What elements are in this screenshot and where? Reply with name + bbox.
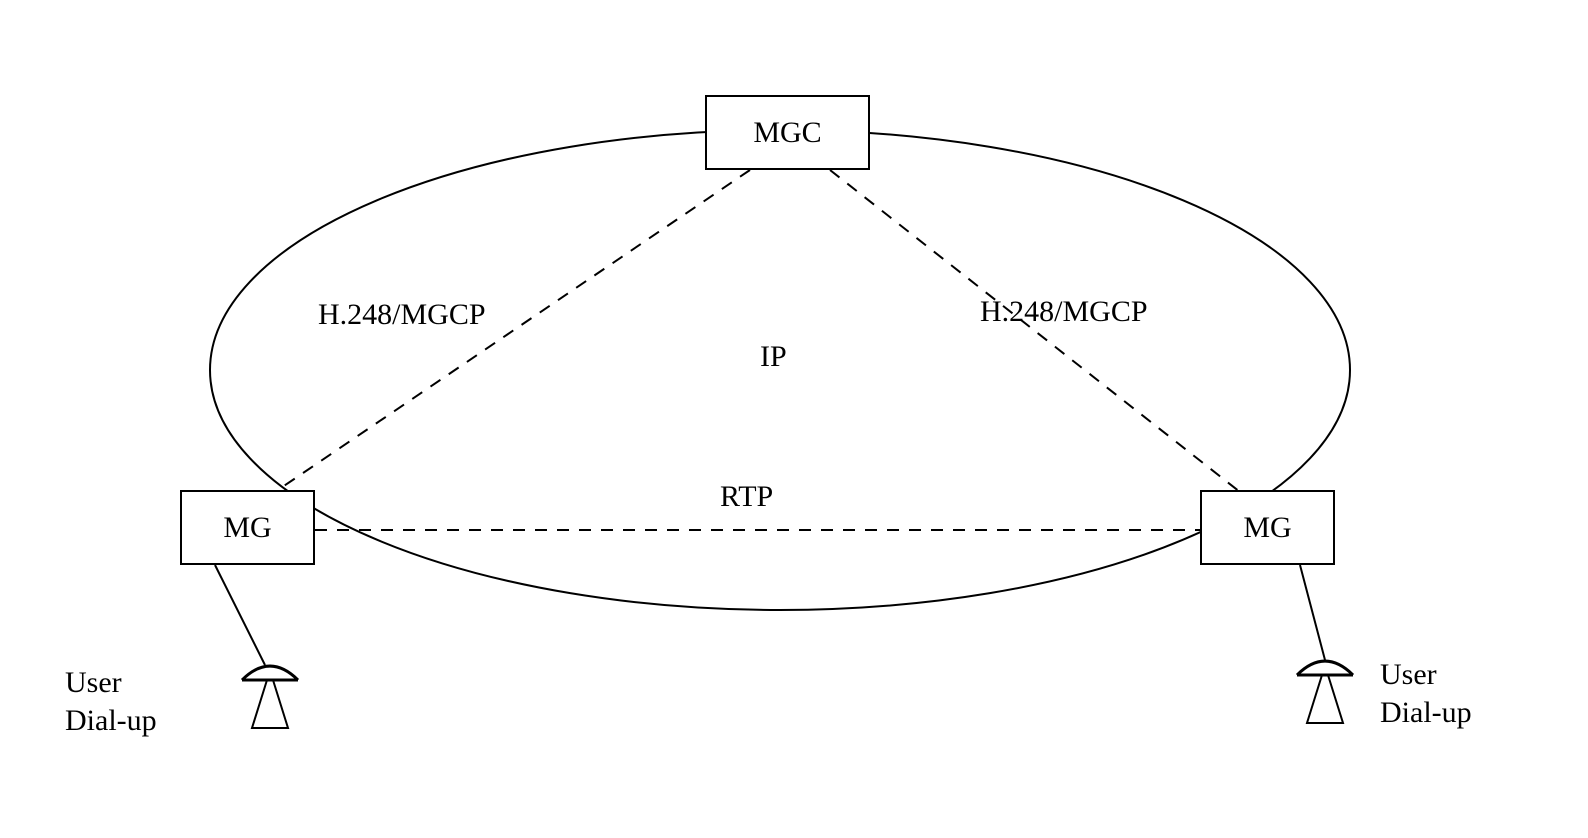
edge-mgc-mgright xyxy=(830,170,1240,492)
user-right-line1: User xyxy=(1380,658,1437,691)
mg-left-node: MG xyxy=(180,490,315,565)
mg-right-label: MG xyxy=(1243,511,1291,545)
user-left-line1: User xyxy=(65,666,122,699)
user-right-label: User Dial-up xyxy=(1380,656,1472,731)
line-mgright-user xyxy=(1300,565,1325,660)
mgc-node: MGC xyxy=(705,95,870,170)
edge-label-right: H.248/MGCP xyxy=(980,295,1148,329)
line-mgleft-user xyxy=(215,565,265,665)
edge-label-rtp: RTP xyxy=(720,480,773,514)
user-right-line2: Dial-up xyxy=(1380,696,1472,729)
mg-right-node: MG xyxy=(1200,490,1335,565)
mgc-label: MGC xyxy=(753,116,821,150)
edge-label-left: H.248/MGCP xyxy=(318,298,486,332)
user-left-line2: Dial-up xyxy=(65,704,157,737)
user-icon-left xyxy=(242,666,298,728)
user-icon-right xyxy=(1297,661,1353,723)
mg-left-label: MG xyxy=(223,511,271,545)
user-left-label: User Dial-up xyxy=(65,664,157,739)
ip-label: IP xyxy=(760,340,787,374)
network-diagram: MGC MG MG H.248/MGCP H.248/MGCP RTP IP U… xyxy=(0,0,1588,838)
